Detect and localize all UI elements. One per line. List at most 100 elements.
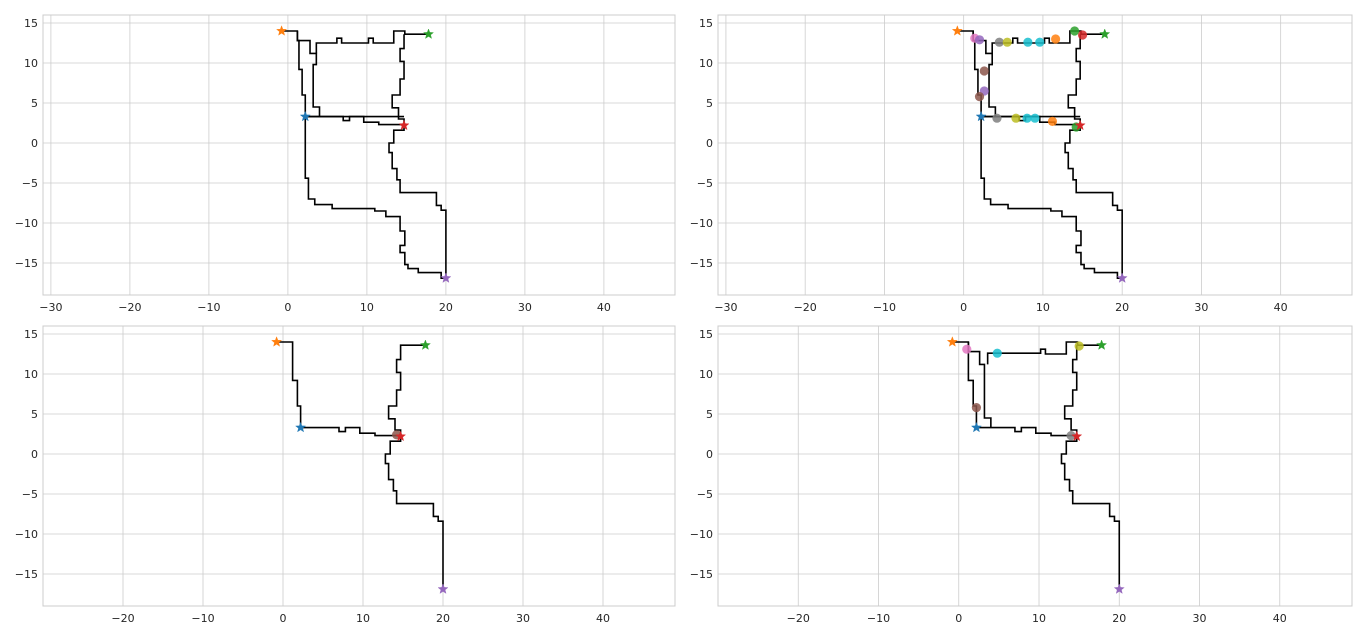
y-tick-label: 15: [699, 328, 713, 341]
waypoint-marker: [979, 66, 989, 76]
x-tick-label: 20: [436, 612, 450, 625]
x-tick-label: −20: [787, 612, 810, 625]
route-line: [305, 115, 405, 126]
y-tick-label: −15: [15, 568, 38, 581]
endpoint-star-marker: [1071, 430, 1083, 442]
y-tick-label: −10: [15, 528, 38, 541]
route-line: [980, 116, 1123, 280]
waypoint-marker: [962, 344, 972, 354]
route-line: [986, 341, 1102, 365]
y-tick-label: −10: [690, 528, 713, 541]
chart-panel-4: −15 −10 −5 0 5 10 15 −20 −10 0 10 20 30 40: [690, 325, 1353, 625]
endpoint-star-marker: [970, 421, 982, 433]
y-tick-label: −5: [22, 177, 38, 190]
x-tick-label: 20: [1115, 301, 1129, 314]
x-tick-label: 30: [518, 301, 532, 314]
waypoint-marker: [994, 37, 1004, 47]
y-tick-label: 10: [699, 57, 713, 70]
x-tick-label: 0: [960, 301, 967, 314]
endpoint-star-marker: [951, 25, 963, 36]
route-line: [281, 30, 405, 118]
endpoint-star-marker: [395, 430, 407, 442]
route-line: [1067, 34, 1081, 126]
route-line: [967, 342, 1077, 437]
endpoint-star-marker: [299, 110, 311, 122]
route-line: [388, 125, 447, 279]
x-tick-label: 40: [1273, 612, 1287, 625]
x-tick-label: −10: [867, 612, 890, 625]
waypoint-marker: [971, 403, 982, 413]
y-tick-label: −15: [15, 257, 38, 270]
plot-frame: [42, 14, 676, 296]
waypoint-marker: [992, 348, 1002, 358]
route-line: [276, 341, 401, 437]
route-line: [1064, 125, 1123, 279]
x-tick-label: 20: [1112, 612, 1126, 625]
waypoint-marker: [1074, 341, 1084, 351]
y-tick-label: 0: [31, 448, 38, 461]
waypoint-marker: [1077, 30, 1088, 40]
chart-panel-3: −15 −10 −5 0 5 10 15 −20 −10 0 10 20 30 40: [15, 325, 676, 625]
endpoint-star-marker: [440, 272, 452, 283]
y-tick-label: −5: [22, 488, 38, 501]
y-tick-label: −15: [690, 257, 713, 270]
endpoint-star-marker: [295, 421, 307, 433]
endpoint-star-marker: [1074, 119, 1086, 131]
waypoint-marker: [1070, 26, 1080, 36]
waypoint-marker: [1035, 37, 1045, 47]
endpoint-star-marker: [1113, 583, 1125, 594]
endpoint-star-marker: [1096, 339, 1108, 350]
y-tick-label: −10: [690, 217, 713, 230]
plot-frame: [42, 325, 676, 607]
x-tick-label: 30: [516, 612, 530, 625]
x-tick-label: 0: [280, 612, 287, 625]
y-tick-label: 0: [706, 448, 713, 461]
endpoint-star-marker: [271, 336, 283, 347]
x-tick-label: −20: [111, 612, 134, 625]
x-tick-label: −30: [39, 301, 62, 314]
x-tick-label: 10: [356, 612, 370, 625]
x-tick-label: 0: [955, 612, 962, 625]
route-line: [957, 30, 1081, 118]
waypoint-marker: [1047, 116, 1058, 126]
route-line: [296, 31, 321, 117]
x-tick-label: 10: [360, 301, 374, 314]
x-tick-label: 0: [284, 301, 291, 314]
waypoint-marker: [1022, 113, 1032, 123]
x-tick-label: 30: [1193, 612, 1207, 625]
x-tick-label: −20: [794, 301, 817, 314]
x-tick-label: −10: [873, 301, 896, 314]
y-tick-label: −5: [697, 177, 713, 190]
y-tick-label: 5: [706, 408, 713, 421]
x-tick-label: −10: [197, 301, 220, 314]
endpoint-star-marker: [398, 119, 410, 131]
waypoint-marker: [1011, 113, 1021, 123]
route-line: [391, 34, 405, 126]
chart-panel-1: −15 −10 −5 0 5 10 15 −30 −20 −10 0 10 20 30 40: [15, 14, 676, 314]
x-tick-label: 10: [1036, 301, 1050, 314]
y-tick-label: 15: [24, 17, 38, 30]
endpoint-star-marker: [419, 339, 431, 350]
endpoint-star-marker: [975, 110, 987, 122]
endpoint-star-marker: [946, 336, 958, 347]
y-tick-label: −5: [697, 488, 713, 501]
endpoint-star-marker: [423, 28, 435, 39]
y-tick-label: 5: [31, 97, 38, 110]
route-line: [315, 30, 429, 54]
x-tick-label: −30: [714, 301, 737, 314]
x-tick-label: 40: [596, 612, 610, 625]
endpoint-star-marker: [276, 25, 288, 36]
x-tick-label: −10: [191, 612, 214, 625]
y-tick-label: 0: [31, 137, 38, 150]
waypoint-marker: [1030, 113, 1040, 123]
waypoint-marker: [1051, 34, 1061, 44]
waypoint-marker: [974, 35, 985, 45]
waypoint-marker: [974, 92, 985, 102]
waypoint-marker: [1023, 37, 1033, 47]
route-line: [304, 116, 446, 280]
x-tick-label: 40: [597, 301, 611, 314]
waypoint-marker: [992, 113, 1002, 123]
y-tick-label: 5: [31, 408, 38, 421]
y-tick-label: 10: [24, 57, 38, 70]
